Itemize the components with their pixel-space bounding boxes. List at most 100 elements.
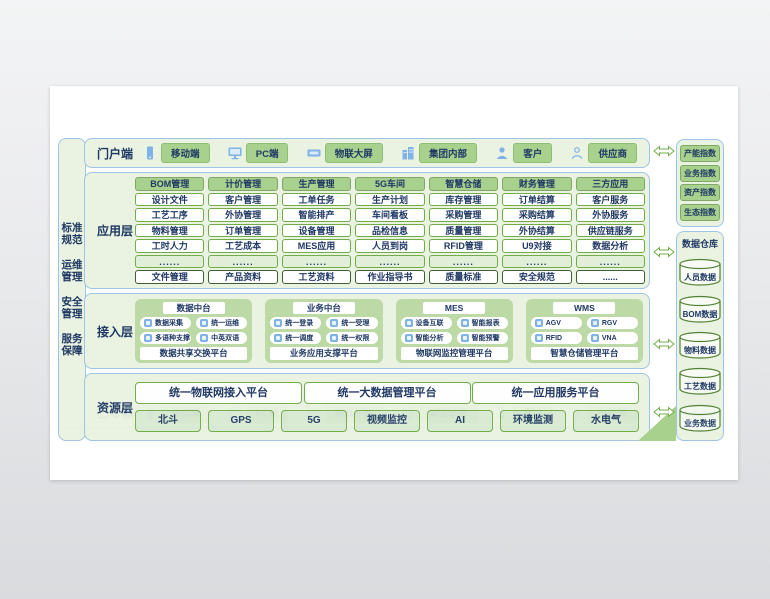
resource-cap-utilities: 水电气 [573,410,639,432]
app-column-smart-warehouse: 智慧仓储 库存管理 采购管理 质量管理 RFID管理 ...... 质量标准 [428,177,499,285]
double-arrow-icon [653,246,675,258]
access-item: 数据采集 [140,317,192,329]
database-icon [679,368,721,395]
portal-entry-supplier: 供应商 [570,143,637,163]
portal-layer-label: 门户端 [97,146,134,161]
portal-pill-mobile: 移动端 [161,143,210,163]
access-item: 智能预警 [456,332,508,344]
app-cell-more: ...... [281,254,352,269]
sidebar-item-security: 安全管理 [61,296,83,320]
app-cell: 工艺工序 [135,208,205,222]
access-item: 统一受理 [326,317,378,329]
double-arrow-icon [653,338,675,350]
app-cell: 订单结算 [502,192,572,207]
resource-platform-appservice: 统一应用服务平台 [472,382,639,404]
access-layer: 接入层 数据中台 数据采集 统一运维 多语种支撑 中英双语 数据共享交换平台 业… [84,293,650,369]
access-block-header: WMS [553,302,616,314]
app-column-header: 智慧仓储 [428,177,499,191]
diagram-slide: 标准规范 运维管理 安全管理 服务保障 门户端 移动端 PC端 物联大屏 集团内… [50,86,738,480]
access-item: 智能分析 [400,332,452,344]
access-item: 设备互联 [400,317,452,329]
app-cell: 质量管理 [428,223,499,238]
app-cell: RFID管理 [428,239,499,253]
app-cell-more: ...... [428,254,499,269]
shield-icon [590,319,599,327]
app-cell: 人员到岗 [355,239,425,253]
index-panel: 产能指数 业务指数 资产指数 生态指数 [676,139,724,227]
shield-icon [330,319,339,327]
app-column-bom: BOM管理 设计文件 工艺工序 物料管理 工时人力 ...... 文件管理 [135,177,205,285]
app-column-production: 生产管理 工单任务 智能排产 设备管理 MES应用 ...... 工艺资料 [281,177,352,285]
lock-icon [330,334,339,342]
portal-entry-group: 集团内部 [401,143,477,163]
access-item: 统一调度 [270,332,322,344]
index-pill-ecosystem: 生态指数 [680,204,720,222]
database-business: 业务数据 [678,404,722,432]
calendar-icon [274,334,283,342]
access-item: 多语种支撑 [140,332,192,344]
portal-entry-iot-screen: 物联大屏 [307,143,383,163]
index-pill-business: 业务指数 [680,164,720,182]
application-columns: BOM管理 设计文件 工艺工序 物料管理 工时人力 ...... 文件管理 计价… [135,177,645,285]
access-block-business-platform: 业务中台 统一登录 统一受理 统一调度 统一权限 业务应用支撑平台 [265,299,383,363]
access-item: RGV [586,317,638,329]
app-cell: 智能排产 [281,208,352,222]
user-icon [274,319,283,327]
app-cell-footer: 质量标准 [428,270,499,285]
supplier-icon [572,147,583,159]
database-personnel: 人员数据 [678,258,722,286]
sidebar-item-service: 服务保障 [61,333,83,357]
portal-pill-customer: 客户 [513,143,553,163]
database-list: 人员数据 BOM数据 物料数据 工艺数据 业务数据 [677,250,723,440]
doc-icon [200,334,209,342]
app-cell: 工艺成本 [208,239,278,253]
screen-icon [307,149,321,157]
app-cell-footer: 工艺资料 [281,270,352,285]
portal-entry-customer: 客户 [495,143,553,163]
access-layer-label: 接入层 [96,324,133,339]
building-icon [402,147,414,160]
app-cell: 数据分析 [575,239,645,253]
index-pill-capacity: 产能指数 [680,144,720,162]
app-column-header: 财务管理 [502,177,572,191]
app-cell: 采购管理 [428,208,499,222]
customer-icon [496,147,508,159]
app-column-finance: 财务管理 订单结算 采购结算 外协结算 U9对接 ...... 安全规范 [502,177,572,285]
app-cell-footer: 安全规范 [502,270,572,285]
app-cell: 订单管理 [208,223,278,238]
app-cell: 外协结算 [502,223,572,238]
access-block-header: MES [423,302,486,314]
sidebar-item-standards: 标准规范 [61,222,83,246]
app-cell: 库存管理 [428,192,499,207]
portal-pill-supplier: 供应商 [588,143,637,163]
app-cell: MES应用 [281,239,352,253]
app-cell: 外协服务 [575,208,645,222]
access-item: RFID [530,332,582,344]
left-sidebar: 标准规范 运维管理 安全管理 服务保障 [58,138,86,441]
app-column-thirdparty: 三方应用 客户服务 外协服务 供应链服务 数据分析 ...... ...... [575,177,645,285]
index-pill-asset: 资产指数 [680,184,720,202]
double-arrow-icon [653,145,675,157]
calendar-icon [404,334,413,342]
app-cell: 供应链服务 [575,223,645,238]
sidebar-item-operations: 运维管理 [61,259,83,283]
app-cell-footer: ...... [575,270,645,285]
access-block-footer: 智慧仓储管理平台 [530,347,638,360]
chart-icon [144,319,152,327]
app-cell: 物料管理 [135,223,205,238]
application-layer: 应用层 BOM管理 设计文件 工艺工序 物料管理 工时人力 ...... 文件管… [84,172,650,289]
calendar-icon [534,334,543,342]
app-cell-footer: 产品资料 [208,270,278,285]
app-cell-footer: 作业指导书 [355,270,425,285]
data-warehouse-panel: 数据仓库 人员数据 BOM数据 物料数据 工艺数据 业务数据 [676,231,724,441]
resource-platform-bigdata: 统一大数据管理平台 [303,382,471,404]
app-column-header: 5G车间 [355,177,425,191]
app-cell: 采购结算 [502,208,572,222]
resource-cap-env: 环境监测 [500,410,566,432]
portal-pill-pc: PC端 [245,143,289,163]
access-item: 统一登录 [270,317,322,329]
shield-icon [460,319,469,327]
access-blocks: 数据中台 数据采集 统一运维 多语种支撑 中英双语 数据共享交换平台 业务中台 … [135,299,643,363]
resource-cap-5g: 5G [281,410,347,432]
app-cell-more: ...... [355,254,425,269]
